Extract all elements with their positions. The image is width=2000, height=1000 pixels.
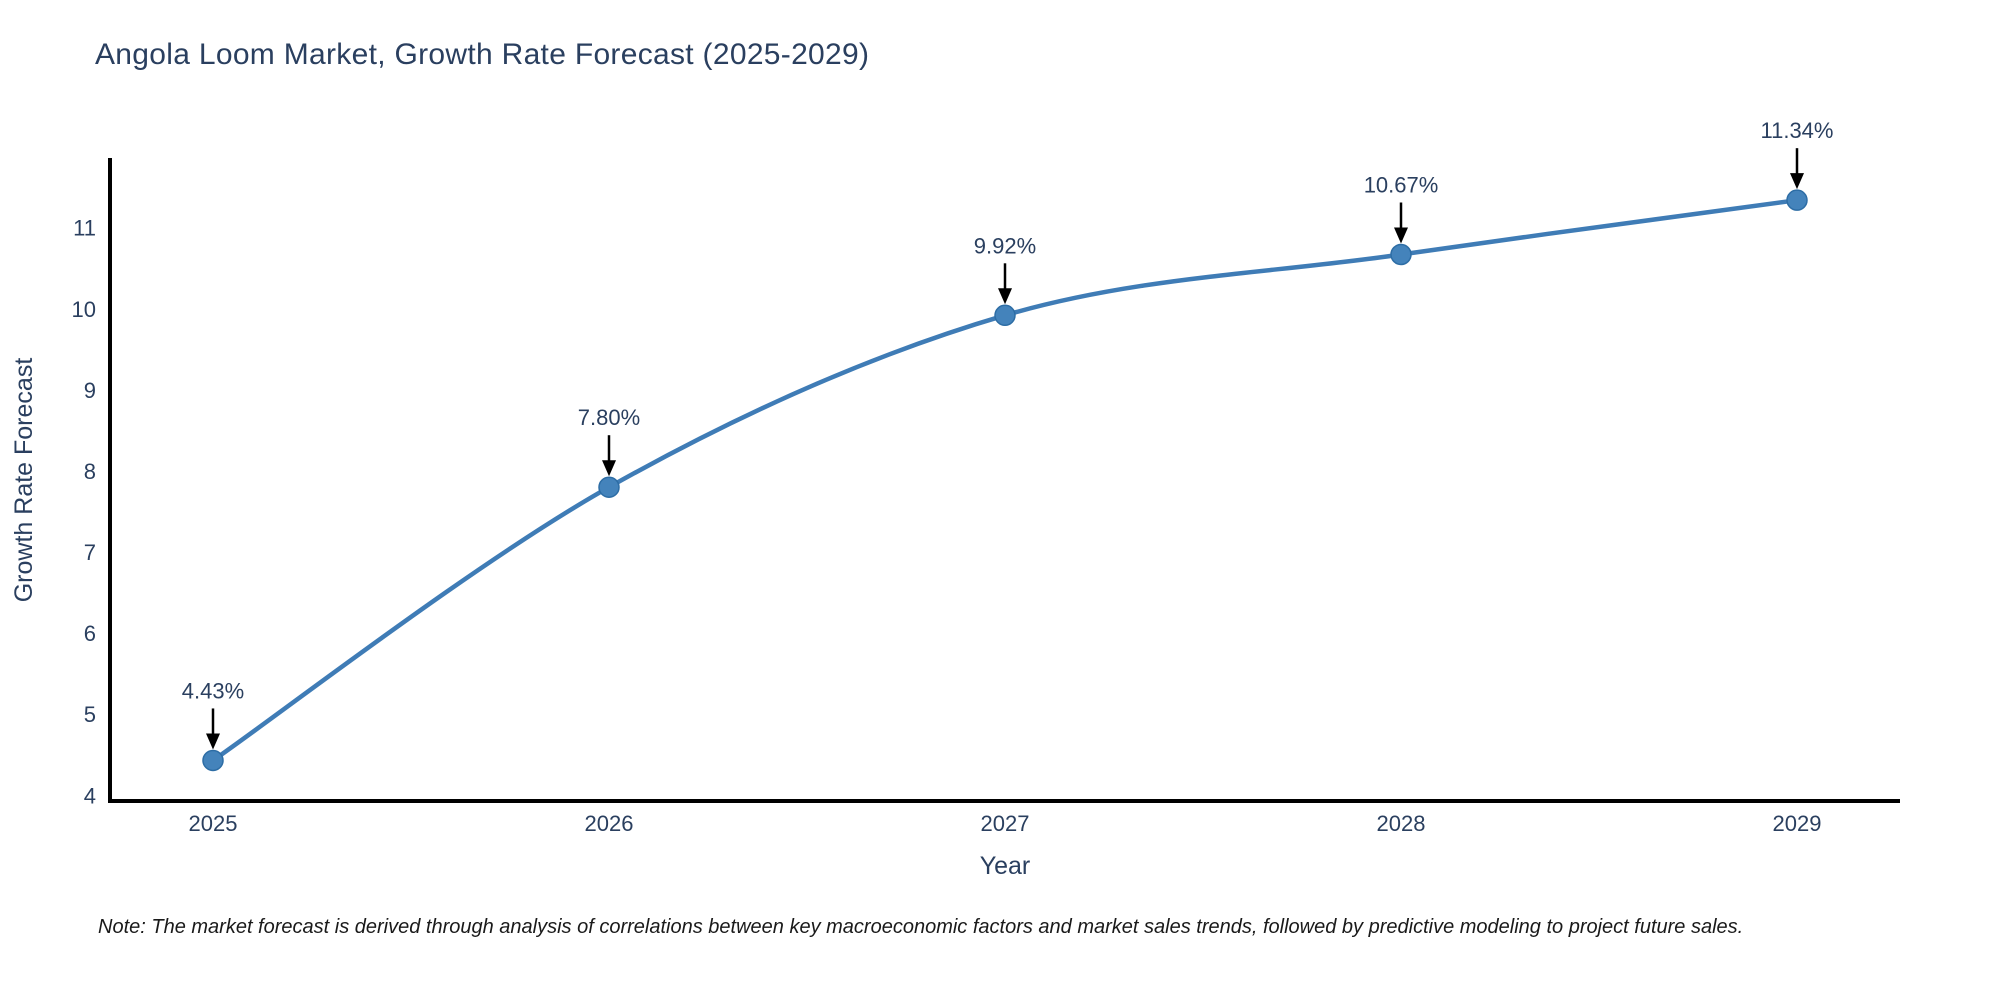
y-tick-label: 4 [84, 783, 96, 808]
annotation-arrowhead-icon [998, 288, 1012, 305]
footnote: Note: The market forecast is derived thr… [98, 916, 1744, 938]
x-axis-title: Year [980, 852, 1031, 880]
data-point-label: 11.34% [1761, 118, 1834, 143]
x-tick-label: 2029 [1773, 811, 1822, 836]
y-tick-label: 5 [84, 702, 96, 727]
y-tick-label: 11 [73, 216, 96, 241]
data-point-marker [202, 749, 224, 772]
annotation-arrowhead-icon [602, 460, 616, 477]
x-tick-label: 2026 [585, 811, 634, 836]
data-point-label: 9.92% [974, 233, 1036, 258]
annotation-arrowhead-icon [206, 733, 220, 750]
x-tick-label: 2025 [189, 811, 238, 836]
annotation-arrowhead-icon [1394, 227, 1408, 244]
y-tick-label: 10 [72, 297, 96, 322]
data-point-marker [598, 476, 620, 498]
y-tick-label: 8 [84, 459, 96, 484]
y-tick-label: 6 [84, 621, 96, 646]
chart-title: Angola Loom Market, Growth Rate Forecast… [95, 38, 870, 71]
plot-dynamic-layer: 4 5 6 7 8 9 10 11 2025 2026 2027 2028 2029 4.43% 7.80%… [72, 118, 1900, 836]
data-point-label: 7.80% [578, 405, 640, 430]
x-tick-label: 2027 [981, 811, 1030, 836]
annotation-arrowhead-icon [1790, 173, 1804, 190]
y-axis-title: Growth Rate Forecast [10, 358, 38, 603]
data-point-marker [1786, 189, 1808, 211]
data-point-label: 10.67% [1364, 172, 1439, 197]
data-point-marker [1390, 243, 1412, 266]
data-point-marker [994, 304, 1016, 327]
y-tick-label: 7 [84, 540, 96, 565]
y-tick-label: 9 [84, 378, 96, 403]
x-tick-label: 2028 [1377, 811, 1426, 836]
data-point-label: 4.43% [182, 678, 244, 703]
